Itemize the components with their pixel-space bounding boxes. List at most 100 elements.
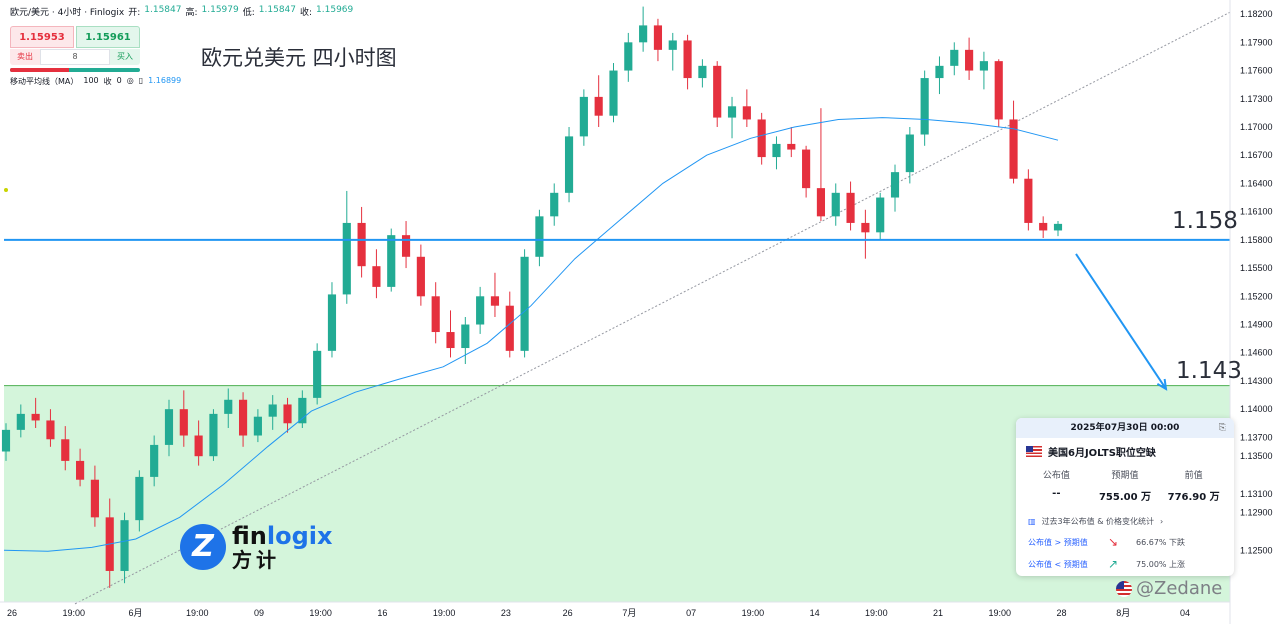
candle-body[interactable] bbox=[624, 42, 633, 71]
candle-body[interactable] bbox=[238, 399, 248, 436]
ma-legend[interactable]: 移动平均线（MA） 100 收 0 ◎ ▯ 1.16899 bbox=[10, 76, 181, 87]
candle-body[interactable] bbox=[1009, 119, 1018, 179]
candle-body[interactable] bbox=[594, 96, 603, 116]
candle-body[interactable] bbox=[224, 399, 233, 414]
candle-body[interactable] bbox=[61, 439, 70, 461]
candle-body[interactable] bbox=[1, 429, 11, 452]
candle-body[interactable] bbox=[742, 106, 751, 120]
candle-body[interactable] bbox=[1024, 178, 1033, 223]
history-link[interactable]: ▥ 过去3年公布值 & 价格变化统计 › bbox=[1016, 503, 1234, 527]
candle-body[interactable] bbox=[194, 435, 203, 457]
candle-body[interactable] bbox=[757, 119, 766, 158]
candle-body[interactable] bbox=[461, 324, 470, 349]
candle-body[interactable] bbox=[372, 266, 381, 287]
candle-body[interactable] bbox=[31, 413, 40, 421]
candle-body[interactable] bbox=[253, 416, 262, 436]
price-tick-label: 1.14600 bbox=[1240, 348, 1273, 358]
candle-body[interactable] bbox=[505, 305, 514, 351]
candle-body[interactable] bbox=[816, 188, 826, 217]
candle-body[interactable] bbox=[342, 222, 351, 295]
candle-body[interactable] bbox=[164, 409, 174, 445]
buy-button[interactable]: 买入 bbox=[110, 49, 140, 65]
candle-body[interactable] bbox=[135, 476, 144, 521]
trash-icon[interactable]: ▯ bbox=[138, 76, 144, 85]
candle-body[interactable] bbox=[313, 350, 322, 398]
sentiment-ratio-bar bbox=[10, 68, 140, 72]
candle-body[interactable] bbox=[861, 222, 870, 233]
candle-body[interactable] bbox=[564, 136, 574, 193]
open-label: 开: bbox=[128, 8, 141, 18]
event-datetime: 2025年07月30日 00:00 bbox=[1070, 423, 1180, 433]
candle-body[interactable] bbox=[401, 235, 411, 257]
economic-event-card[interactable]: 2025年07月30日 00:00 ⎘ 美国6月JOLTS职位空缺 公布值 预期… bbox=[1016, 418, 1234, 576]
candle-body[interactable] bbox=[431, 296, 440, 333]
candle-body[interactable] bbox=[535, 216, 544, 257]
candle-body[interactable] bbox=[1053, 223, 1063, 231]
eye-icon[interactable]: ◎ bbox=[126, 76, 134, 85]
watermark-text: @Zedane bbox=[1136, 578, 1223, 599]
candle-body[interactable] bbox=[327, 294, 337, 351]
candle-body[interactable] bbox=[416, 256, 425, 297]
candle-body[interactable] bbox=[90, 479, 99, 518]
candle-body[interactable] bbox=[387, 235, 396, 287]
candle-body[interactable] bbox=[446, 332, 455, 349]
indicator-dot bbox=[4, 188, 8, 192]
clipboard-icon[interactable]: ⎘ bbox=[1218, 423, 1226, 433]
candle-body[interactable] bbox=[520, 256, 529, 351]
candle-body[interactable] bbox=[713, 65, 722, 118]
candle-body[interactable] bbox=[727, 106, 737, 118]
candle-body[interactable] bbox=[787, 143, 796, 150]
candle-body[interactable] bbox=[683, 40, 692, 79]
sell-button[interactable]: 卖出 bbox=[10, 49, 40, 65]
ma-100-line[interactable] bbox=[3, 117, 1059, 552]
time-tick-label: 7月 bbox=[622, 608, 636, 618]
candle-body[interactable] bbox=[268, 404, 277, 417]
symbol-label[interactable]: 欧元/美元 · 4小时 · Finlogix bbox=[10, 8, 125, 18]
time-axis[interactable]: 26 19:00 6月 19:00 09 19:00 16 19:00 23 26 7月 07 19:0… bbox=[7, 608, 1190, 618]
quantity-input[interactable]: 8 bbox=[40, 49, 110, 65]
candle-body[interactable] bbox=[120, 520, 129, 571]
candle-body[interactable] bbox=[579, 96, 588, 137]
candle-body[interactable] bbox=[802, 149, 811, 189]
candle-body[interactable] bbox=[653, 25, 663, 50]
candle-body[interactable] bbox=[1039, 222, 1048, 231]
candle-body[interactable] bbox=[283, 404, 292, 424]
history-link-text: 过去3年公布值 & 价格变化统计 bbox=[1041, 517, 1154, 526]
high-label: 高: bbox=[185, 8, 198, 18]
support-price-label: 1.158 bbox=[1172, 208, 1238, 234]
buy-price[interactable]: 1.15961 bbox=[76, 26, 140, 48]
candle-body[interactable] bbox=[298, 397, 307, 424]
price-axis[interactable]: 1.12500 1.12900 1.13100 1.13500 1.13700 1.140… bbox=[1240, 9, 1273, 555]
candle-body[interactable] bbox=[935, 65, 944, 79]
candle-body[interactable] bbox=[16, 413, 25, 430]
candle-body[interactable] bbox=[846, 192, 855, 223]
candle-body[interactable] bbox=[876, 197, 885, 233]
candle-body[interactable] bbox=[950, 49, 959, 66]
candle-body[interactable] bbox=[965, 49, 974, 71]
candle-body[interactable] bbox=[979, 61, 988, 71]
candle-body[interactable] bbox=[76, 460, 85, 480]
candle-body[interactable] bbox=[150, 444, 159, 477]
candle-body[interactable] bbox=[994, 61, 1003, 120]
candle-body[interactable] bbox=[831, 192, 840, 217]
candle-body[interactable] bbox=[905, 134, 914, 173]
candle-body[interactable] bbox=[920, 78, 929, 135]
candle-body[interactable] bbox=[476, 296, 485, 325]
candle-body[interactable] bbox=[46, 420, 55, 440]
dotted-trendline[interactable] bbox=[74, 11, 1231, 605]
candle-body[interactable] bbox=[609, 70, 618, 116]
arrow-shaft bbox=[1075, 253, 1167, 390]
candle-body[interactable] bbox=[357, 222, 366, 267]
candle-body[interactable] bbox=[490, 296, 500, 306]
candle-body[interactable] bbox=[639, 25, 648, 43]
candle-body[interactable] bbox=[550, 192, 559, 217]
stat-above-label: 公布值 > 预期值 bbox=[1028, 537, 1088, 547]
sell-price[interactable]: 1.15953 bbox=[10, 26, 74, 48]
candle-body[interactable] bbox=[209, 413, 218, 457]
candle-body[interactable] bbox=[668, 40, 677, 50]
ma-offset: 0 bbox=[116, 76, 122, 85]
candle-body[interactable] bbox=[698, 65, 707, 79]
candle-body[interactable] bbox=[890, 172, 900, 198]
candle-body[interactable] bbox=[179, 409, 188, 436]
candle-body[interactable] bbox=[772, 143, 781, 158]
